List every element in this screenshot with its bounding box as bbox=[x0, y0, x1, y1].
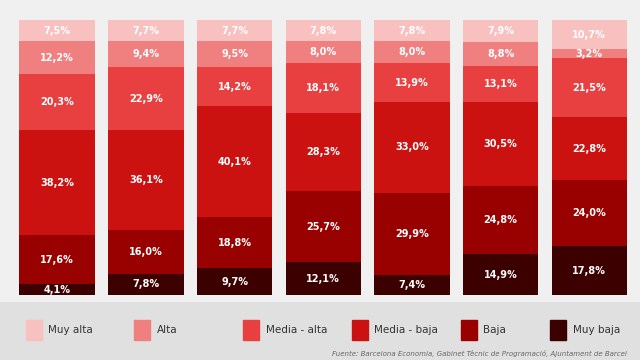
Text: 13,9%: 13,9% bbox=[395, 77, 429, 87]
Bar bbox=[197, 41, 272, 67]
Text: 40,1%: 40,1% bbox=[218, 157, 252, 167]
Bar bbox=[197, 269, 272, 295]
Bar bbox=[463, 66, 538, 102]
Bar bbox=[285, 191, 361, 262]
Bar bbox=[197, 106, 272, 217]
Text: 9,5%: 9,5% bbox=[221, 49, 248, 59]
Bar bbox=[108, 230, 184, 274]
Bar bbox=[463, 254, 538, 295]
Text: Muy baja: Muy baja bbox=[573, 325, 620, 335]
Text: 7,4%: 7,4% bbox=[398, 280, 426, 290]
Bar bbox=[134, 320, 150, 340]
Bar bbox=[374, 275, 449, 295]
Bar bbox=[463, 102, 538, 186]
Bar bbox=[374, 41, 449, 63]
Bar bbox=[550, 320, 566, 340]
Text: 28,3%: 28,3% bbox=[307, 147, 340, 157]
Bar bbox=[374, 193, 449, 275]
Text: 22,9%: 22,9% bbox=[129, 94, 163, 104]
Text: 14,9%: 14,9% bbox=[484, 270, 518, 280]
Bar bbox=[461, 320, 477, 340]
Text: 25,7%: 25,7% bbox=[307, 221, 340, 231]
Text: 29,9%: 29,9% bbox=[395, 229, 429, 239]
Text: 18,8%: 18,8% bbox=[218, 238, 252, 248]
Bar bbox=[285, 262, 361, 295]
Text: 7,9%: 7,9% bbox=[487, 26, 514, 36]
Text: 17,6%: 17,6% bbox=[40, 255, 74, 265]
Text: Muy alta: Muy alta bbox=[48, 325, 93, 335]
Text: 38,2%: 38,2% bbox=[40, 178, 74, 188]
Text: 22,8%: 22,8% bbox=[572, 144, 606, 154]
Bar bbox=[108, 274, 184, 295]
Bar bbox=[552, 49, 627, 58]
Bar bbox=[197, 67, 272, 106]
Bar bbox=[374, 63, 449, 102]
Bar bbox=[19, 130, 95, 235]
Text: Media - alta: Media - alta bbox=[266, 325, 327, 335]
Text: Baja: Baja bbox=[483, 325, 506, 335]
Text: Alta: Alta bbox=[157, 325, 177, 335]
Text: Fuente: Barcelona Economia, Gabinet Tècnic de Programació, Ajuntament de Barcel: Fuente: Barcelona Economia, Gabinet Tècn… bbox=[332, 350, 627, 357]
Bar bbox=[552, 180, 627, 246]
Text: 8,0%: 8,0% bbox=[398, 48, 426, 57]
Bar bbox=[285, 63, 361, 113]
Text: 17,8%: 17,8% bbox=[572, 266, 606, 276]
Text: 7,8%: 7,8% bbox=[310, 26, 337, 36]
Bar bbox=[374, 102, 449, 193]
Bar bbox=[552, 20, 627, 49]
Text: 7,5%: 7,5% bbox=[44, 26, 70, 36]
Bar bbox=[26, 320, 42, 340]
Bar bbox=[463, 20, 538, 42]
Text: 24,0%: 24,0% bbox=[572, 208, 606, 218]
Text: 8,0%: 8,0% bbox=[310, 48, 337, 57]
Text: 7,7%: 7,7% bbox=[132, 26, 159, 36]
Text: 12,2%: 12,2% bbox=[40, 53, 74, 63]
Text: 12,1%: 12,1% bbox=[307, 274, 340, 284]
Bar bbox=[197, 217, 272, 269]
Bar bbox=[108, 67, 184, 130]
Text: 10,7%: 10,7% bbox=[572, 30, 606, 40]
Bar bbox=[552, 246, 627, 295]
Text: 4,1%: 4,1% bbox=[44, 284, 70, 294]
Text: 24,8%: 24,8% bbox=[484, 215, 518, 225]
Text: Media - baja: Media - baja bbox=[374, 325, 438, 335]
Text: 13,1%: 13,1% bbox=[484, 79, 518, 89]
Bar bbox=[19, 41, 95, 75]
Bar bbox=[552, 117, 627, 180]
Text: 30,5%: 30,5% bbox=[484, 139, 518, 149]
Text: 33,0%: 33,0% bbox=[395, 142, 429, 152]
Bar bbox=[108, 20, 184, 41]
Bar bbox=[243, 320, 259, 340]
Bar bbox=[552, 58, 627, 117]
Bar bbox=[463, 42, 538, 66]
Bar bbox=[197, 20, 272, 41]
Text: 14,2%: 14,2% bbox=[218, 82, 252, 92]
Bar bbox=[285, 41, 361, 63]
Text: 9,7%: 9,7% bbox=[221, 277, 248, 287]
Text: 36,1%: 36,1% bbox=[129, 175, 163, 185]
Text: 16,0%: 16,0% bbox=[129, 247, 163, 257]
Text: 3,2%: 3,2% bbox=[576, 49, 603, 59]
Text: 7,8%: 7,8% bbox=[132, 279, 159, 289]
Text: 20,3%: 20,3% bbox=[40, 97, 74, 107]
Text: 18,1%: 18,1% bbox=[307, 83, 340, 93]
Bar bbox=[285, 113, 361, 191]
Bar bbox=[19, 284, 95, 295]
Text: 8,8%: 8,8% bbox=[487, 49, 514, 59]
Bar bbox=[19, 75, 95, 130]
Bar bbox=[108, 130, 184, 230]
Text: 9,4%: 9,4% bbox=[132, 49, 159, 59]
Bar bbox=[374, 20, 449, 41]
Text: 21,5%: 21,5% bbox=[572, 83, 606, 93]
Bar bbox=[463, 186, 538, 254]
Bar bbox=[285, 20, 361, 41]
Bar bbox=[19, 20, 95, 41]
Bar bbox=[352, 320, 368, 340]
Bar bbox=[108, 41, 184, 67]
Bar bbox=[19, 235, 95, 284]
Text: 7,8%: 7,8% bbox=[398, 26, 426, 36]
Text: 7,7%: 7,7% bbox=[221, 26, 248, 36]
